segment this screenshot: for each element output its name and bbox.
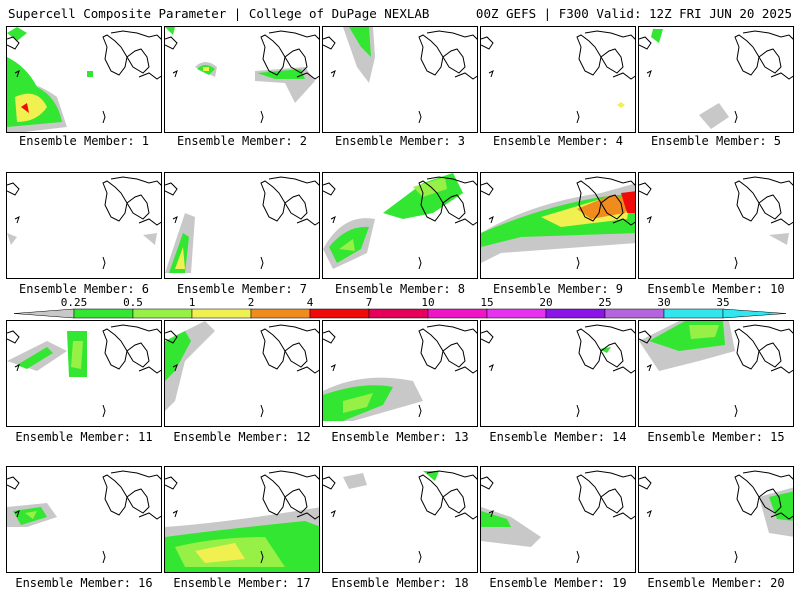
panel-label-4: Ensemble Member: 4 bbox=[492, 134, 624, 148]
colorbar-tick-label: 0.5 bbox=[123, 296, 143, 309]
map-panel-graphic bbox=[481, 324, 635, 418]
colorbar-bin-2 bbox=[132, 308, 193, 319]
panel-label-15: Ensemble Member: 15 bbox=[647, 430, 785, 444]
ensemble-map-4 bbox=[480, 26, 636, 133]
ensemble-map-6 bbox=[6, 172, 162, 279]
panel-label-5: Ensemble Member: 5 bbox=[650, 134, 782, 148]
map-panel-graphic bbox=[323, 173, 477, 270]
colorbar-tick-label: 7 bbox=[365, 296, 373, 309]
map-panel-graphic bbox=[323, 324, 477, 421]
map-panel-graphic bbox=[7, 27, 161, 132]
panel-label-16: Ensemble Member: 16 bbox=[15, 576, 153, 590]
colorbar-legend bbox=[13, 308, 787, 319]
map-panel-graphic bbox=[639, 176, 793, 270]
map-panel-graphic bbox=[7, 470, 161, 564]
ensemble-map-14 bbox=[480, 320, 636, 427]
ensemble-map-10 bbox=[638, 172, 794, 279]
ensemble-map-8 bbox=[322, 172, 478, 279]
colorbar-tick-label: 0.25 bbox=[60, 296, 88, 309]
colorbar-tick-label: 4 bbox=[306, 296, 314, 309]
map-panel-graphic bbox=[639, 321, 793, 418]
panel-label-11: Ensemble Member: 11 bbox=[15, 430, 153, 444]
map-panel-graphic bbox=[481, 30, 635, 124]
ensemble-map-15 bbox=[638, 320, 794, 427]
colorbar-bin-5 bbox=[309, 308, 370, 319]
map-panel-graphic bbox=[323, 27, 477, 124]
ensemble-map-20 bbox=[638, 466, 794, 573]
ensemble-map-3 bbox=[322, 26, 478, 133]
colorbar-min-arrow bbox=[13, 308, 75, 319]
colorbar-bin-11 bbox=[663, 308, 724, 319]
panel-label-12: Ensemble Member: 12 bbox=[173, 430, 311, 444]
panel-label-10: Ensemble Member: 10 bbox=[647, 282, 785, 296]
ensemble-map-7 bbox=[164, 172, 320, 279]
panel-label-13: Ensemble Member: 13 bbox=[331, 430, 469, 444]
colorbar-tick-label: 35 bbox=[716, 296, 730, 309]
colorbar-bin-4 bbox=[250, 308, 311, 319]
panel-label-20: Ensemble Member: 20 bbox=[647, 576, 785, 590]
colorbar-tick-label: 2 bbox=[247, 296, 255, 309]
panel-label-19: Ensemble Member: 19 bbox=[489, 576, 627, 590]
ensemble-map-2 bbox=[164, 26, 320, 133]
model-run-valid-time: 00Z GEFS | F300 Valid: 12Z FRI JUN 20 20… bbox=[475, 6, 792, 21]
panel-label-6: Ensemble Member: 6 bbox=[18, 282, 150, 296]
colorbar-tick-label: 25 bbox=[598, 296, 612, 309]
ensemble-map-1 bbox=[6, 26, 162, 133]
colorbar-bin-1 bbox=[73, 308, 134, 319]
map-panel-graphic bbox=[639, 29, 793, 129]
map-panel-graphic bbox=[165, 470, 319, 572]
map-panel-graphic bbox=[323, 470, 477, 564]
colorbar-bin-7 bbox=[427, 308, 488, 319]
map-panel-graphic bbox=[7, 176, 161, 270]
map-panel-graphic bbox=[165, 176, 319, 273]
panel-label-18: Ensemble Member: 18 bbox=[331, 576, 469, 590]
colorbar-bin-6 bbox=[368, 308, 429, 319]
colorbar-tick-label: 30 bbox=[657, 296, 671, 309]
panel-label-14: Ensemble Member: 14 bbox=[489, 430, 627, 444]
panel-label-3: Ensemble Member: 3 bbox=[334, 134, 466, 148]
panel-label-2: Ensemble Member: 2 bbox=[176, 134, 308, 148]
colorbar-bin-9 bbox=[545, 308, 606, 319]
ensemble-map-12 bbox=[164, 320, 320, 427]
ensemble-map-16 bbox=[6, 466, 162, 573]
ensemble-map-11 bbox=[6, 320, 162, 427]
colorbar-tick-label: 10 bbox=[421, 296, 435, 309]
page-title: Supercell Composite Parameter | College … bbox=[8, 6, 430, 21]
map-panel-graphic bbox=[165, 321, 319, 418]
ensemble-map-18 bbox=[322, 466, 478, 573]
ensemble-map-9 bbox=[480, 172, 636, 279]
panel-label-9: Ensemble Member: 9 bbox=[492, 282, 624, 296]
panel-label-17: Ensemble Member: 17 bbox=[173, 576, 311, 590]
colorbar-tick-label: 15 bbox=[480, 296, 494, 309]
map-panel-graphic bbox=[639, 470, 793, 564]
colorbar-bin-10 bbox=[604, 308, 665, 319]
map-panel-graphic bbox=[481, 176, 635, 270]
ensemble-map-19 bbox=[480, 466, 636, 573]
colorbar-max-arrow bbox=[722, 308, 787, 319]
colorbar-tick-label: 20 bbox=[539, 296, 553, 309]
map-panel-graphic bbox=[165, 27, 319, 124]
panel-label-8: Ensemble Member: 8 bbox=[334, 282, 466, 296]
panel-label-7: Ensemble Member: 7 bbox=[176, 282, 308, 296]
map-panel-graphic bbox=[7, 324, 161, 418]
ensemble-map-5 bbox=[638, 26, 794, 133]
colorbar-bin-3 bbox=[191, 308, 252, 319]
ensemble-map-17 bbox=[164, 466, 320, 573]
ensemble-map-13 bbox=[322, 320, 478, 427]
colorbar-tick-label: 1 bbox=[188, 296, 196, 309]
panel-label-1: Ensemble Member: 1 bbox=[18, 134, 150, 148]
map-panel-graphic bbox=[481, 470, 635, 564]
colorbar-bin-8 bbox=[486, 308, 547, 319]
